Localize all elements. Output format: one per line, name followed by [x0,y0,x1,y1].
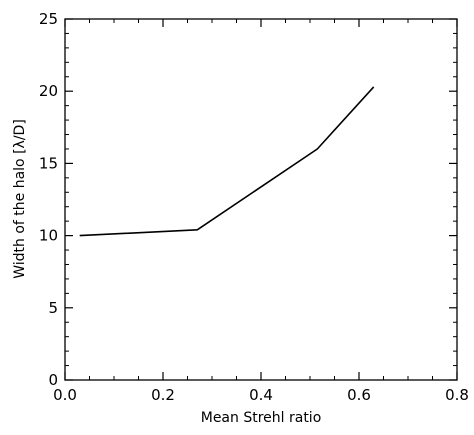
y-tick-label: 15 [39,154,58,172]
x-tick-label: 0.4 [249,386,273,404]
y-tick-label: 25 [39,10,58,28]
series-layer [80,87,374,236]
y-tick-label: 10 [39,227,58,245]
plot-frame [65,19,457,380]
x-tick-label: 0.2 [151,386,175,404]
y-tick-label: 20 [39,82,58,100]
x-tick-label: 0.8 [445,386,469,404]
y-tick-label: 0 [48,371,58,389]
x-axis-label: Mean Strehl ratio [201,410,322,426]
series-line [80,87,374,236]
y-tick-label: 5 [48,299,58,317]
x-tick-label: 0.6 [347,386,371,404]
y-axis: 0 5 10 15 20 25 [39,10,457,389]
y-axis-label: Width of the halo [λ/D] [12,119,28,279]
